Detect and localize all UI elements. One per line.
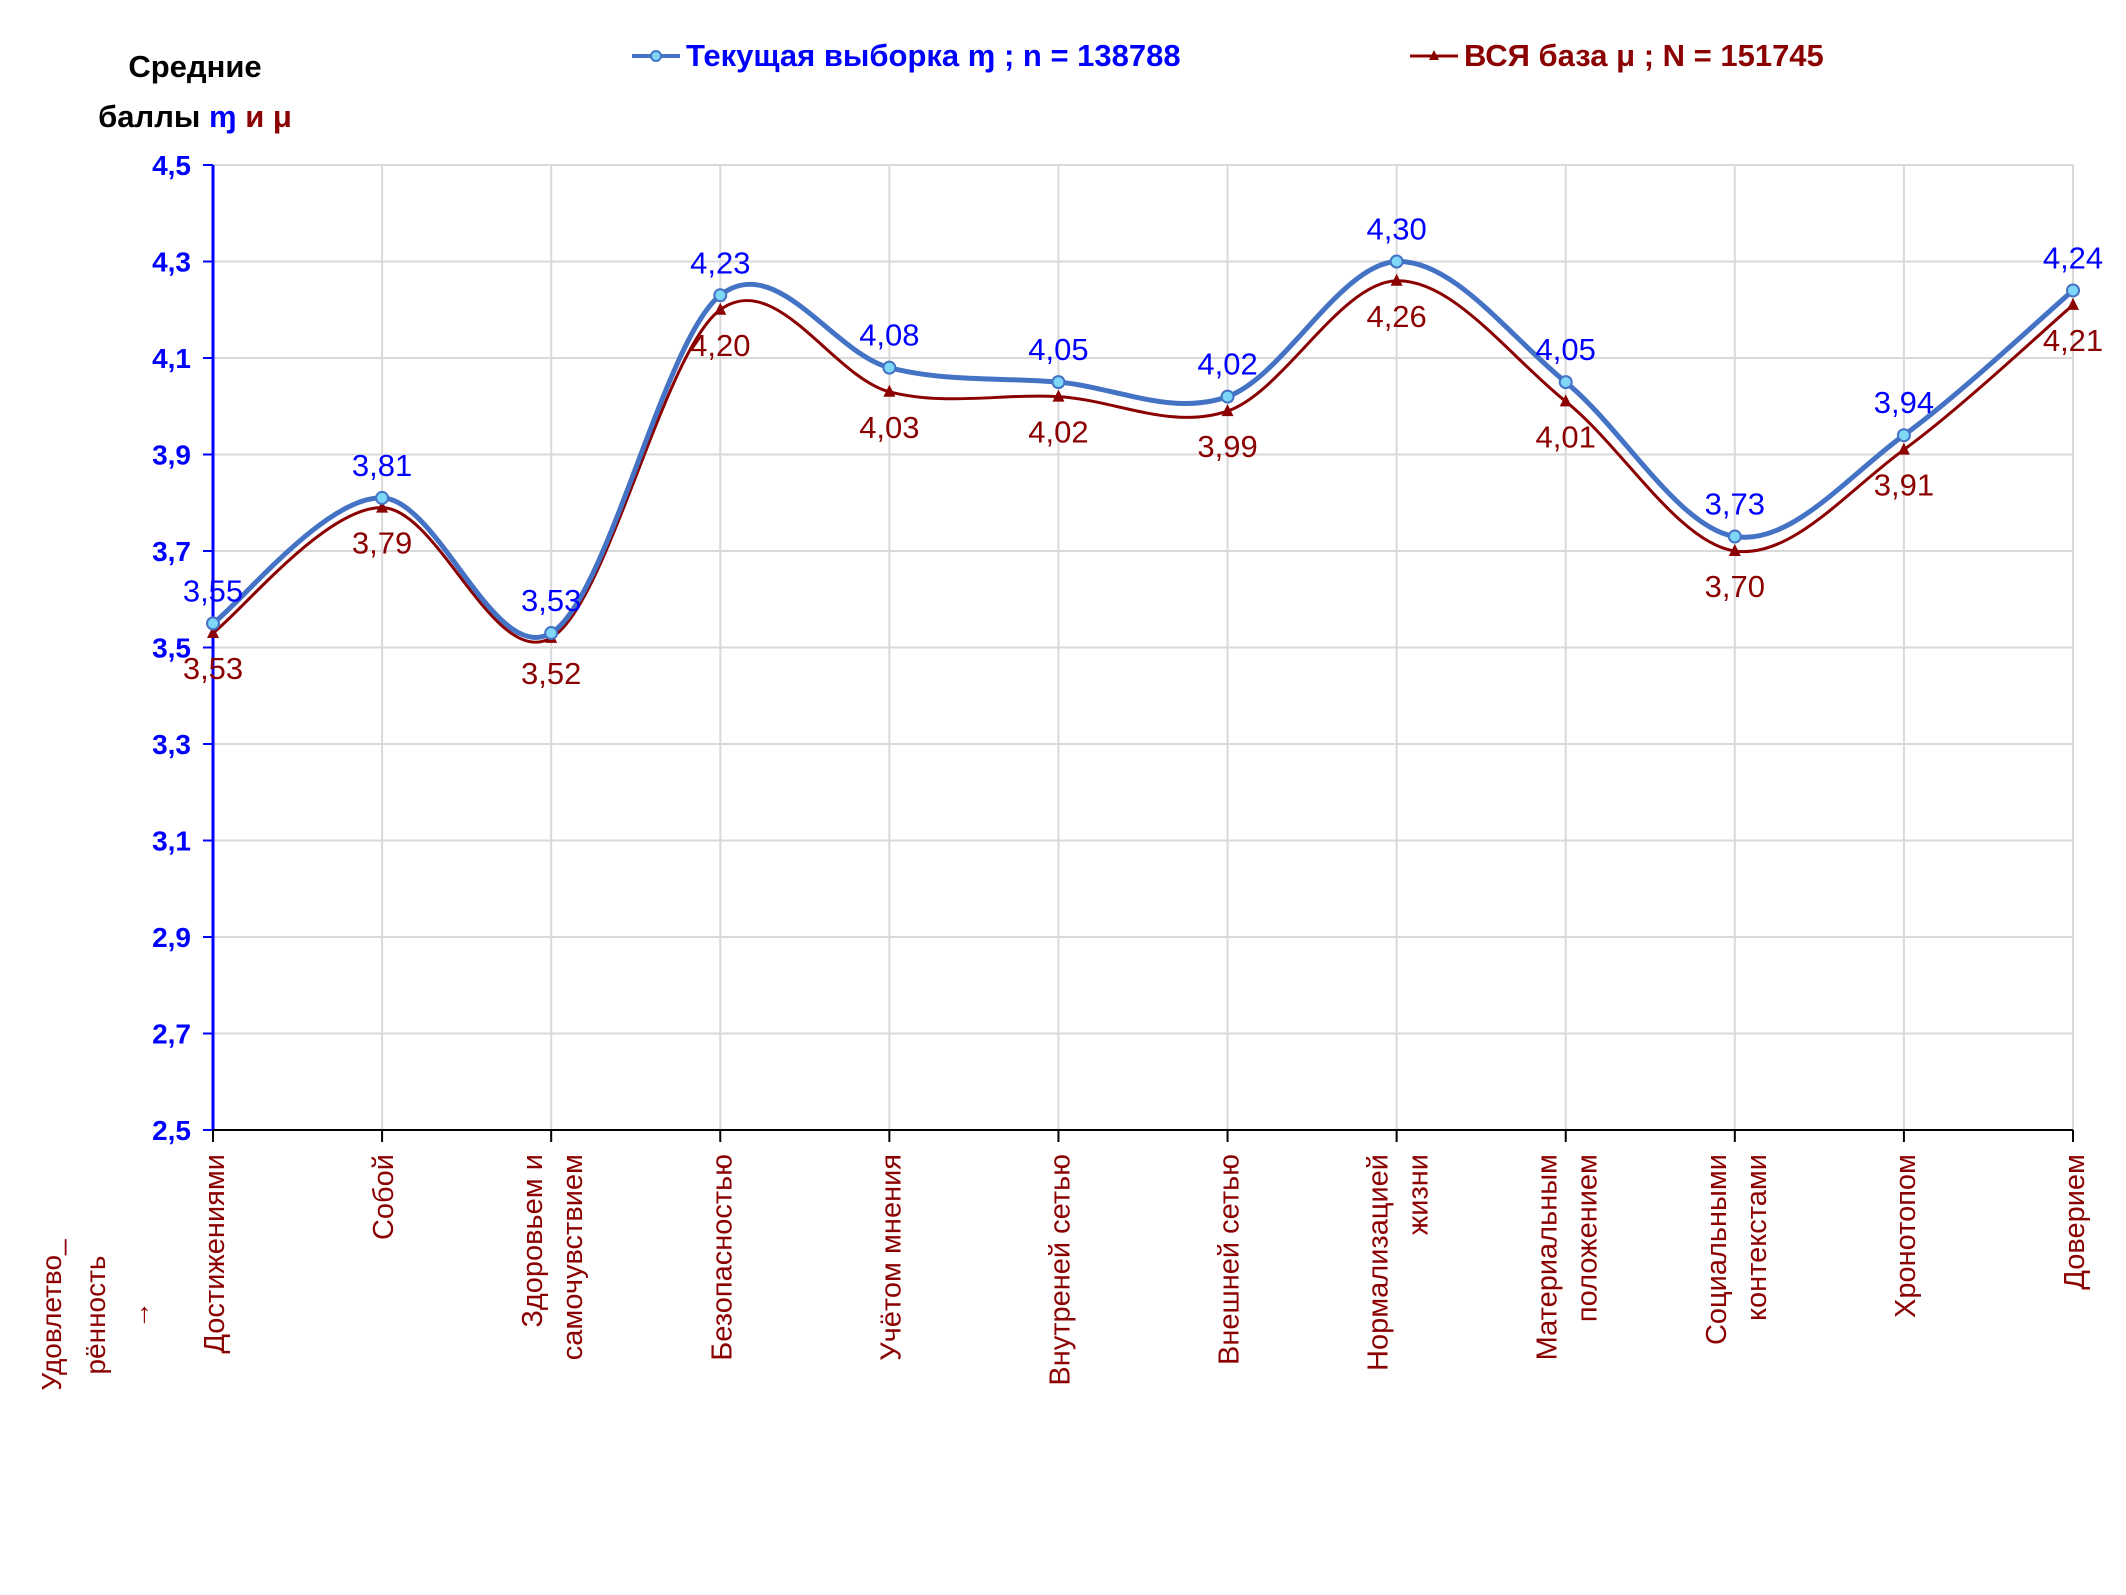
series-current-data-label: 3,81 xyxy=(352,448,412,483)
series-current-data-label: 3,53 xyxy=(521,583,581,618)
legend-entry-base: ВСЯ база μ ; N = 151745 xyxy=(1408,38,1824,74)
series-current-point xyxy=(2066,283,2080,298)
series-current-data-label: 4,24 xyxy=(2043,240,2103,275)
series-base-data-label: 4,21 xyxy=(2043,323,2103,358)
series-current-point xyxy=(1896,428,1911,443)
y-axis-title: Средние баллы ɱ и μ xyxy=(70,42,320,142)
series-base-point xyxy=(1390,273,1403,286)
series-base-data-label: 3,52 xyxy=(521,656,581,691)
series-base-data-label: 3,79 xyxy=(352,526,412,561)
base-symbol: μ xyxy=(272,99,292,134)
y-tick-label: 4,3 xyxy=(152,247,191,278)
series-current-point xyxy=(1220,389,1235,404)
series-base-data-label: 3,91 xyxy=(1874,468,1934,503)
series-current-data-label: 3,94 xyxy=(1874,385,1934,420)
x-category-label: жизни xyxy=(1403,1154,1435,1235)
series-current-data-label: 4,30 xyxy=(1366,212,1426,247)
series-current-point xyxy=(882,360,897,375)
series-base-point xyxy=(1221,404,1234,417)
series-current-point xyxy=(1389,254,1404,269)
conjunction: и xyxy=(245,99,265,134)
x-category-label: положением xyxy=(1572,1154,1604,1322)
legend-base-swatch xyxy=(1410,50,1458,60)
x-axis-corner-label: Удовлетво_ рённость → xyxy=(30,1185,170,1445)
series-current-data-label: 3,73 xyxy=(1705,487,1765,522)
y-tick-label: 4,5 xyxy=(152,150,191,181)
series-base-data-label: 4,02 xyxy=(1028,415,1088,450)
series-base-point xyxy=(1897,442,1910,455)
x-category-label: Учётом мнения xyxy=(875,1154,907,1361)
legend-current-label: Текущая выборка ɱ ; n = 138788 xyxy=(686,38,1181,73)
y-tick-label: 2,9 xyxy=(152,922,191,953)
series-current-data-label: 4,23 xyxy=(690,245,750,280)
y-tick-label: 3,9 xyxy=(152,440,191,471)
y-tick-label: 3,7 xyxy=(152,536,191,567)
series-base-point xyxy=(2067,297,2079,310)
y-axis-title-line2: баллы ɱ и μ xyxy=(98,99,292,134)
x-category-label: Материальным xyxy=(1532,1154,1564,1360)
x-category-label: Нормализацией xyxy=(1363,1154,1395,1371)
series-base-data-label: 3,99 xyxy=(1197,429,1257,464)
series-current-data-label: 4,02 xyxy=(1197,347,1257,382)
series-base-data-label: 4,26 xyxy=(1366,299,1426,334)
y-tick-label: 2,5 xyxy=(152,1115,191,1146)
corner-label-line2: рённость xyxy=(80,1255,111,1375)
series-base-data-label: 3,53 xyxy=(183,651,243,686)
x-category-label: Безопасностью xyxy=(706,1154,738,1361)
series-current-data-label: 4,05 xyxy=(1028,332,1088,367)
x-category-label: Доверием xyxy=(2059,1154,2091,1290)
series-base-data-label: 4,20 xyxy=(690,328,750,363)
series-current-point xyxy=(713,288,728,303)
current-symbol: ɱ xyxy=(209,99,237,134)
x-category-label: контекстами xyxy=(1741,1154,1773,1321)
series-base-point xyxy=(1559,394,1572,407)
corner-label-line1: Удовлетво_ xyxy=(36,1239,67,1391)
y-tick-label: 2,7 xyxy=(152,1019,191,1050)
series-current-point xyxy=(1051,375,1066,390)
series-current-point xyxy=(544,626,559,641)
series-current-point xyxy=(375,490,390,505)
x-category-label: Хронотопом xyxy=(1890,1154,1922,1318)
legend-current-swatch xyxy=(632,50,680,62)
series-current-line xyxy=(211,258,2075,640)
x-category-label: самочувствием xyxy=(557,1154,589,1360)
series-current-point xyxy=(1727,529,1742,544)
series-current-data-label: 3,55 xyxy=(183,573,243,608)
x-category-label: Достижениями xyxy=(199,1154,231,1354)
x-category-label: Здоровьем и xyxy=(517,1154,549,1328)
series-current-data-label: 4,05 xyxy=(1536,332,1596,367)
series-base-line xyxy=(212,279,2074,644)
series-current-point xyxy=(1558,375,1573,390)
y-axis-title-prefix: баллы xyxy=(98,99,201,134)
series-base-point xyxy=(883,384,896,397)
y-axis-title-line1: Средние xyxy=(128,49,262,84)
series-current-data-label: 4,08 xyxy=(859,318,919,353)
x-category-label: Внутреней сетью xyxy=(1044,1154,1076,1386)
series-base-point xyxy=(1728,544,1741,556)
series-current-point xyxy=(206,616,220,631)
y-tick-label: 4,1 xyxy=(152,343,191,374)
series-base-data-label: 3,70 xyxy=(1705,569,1765,604)
series-base-point xyxy=(1052,389,1065,402)
series-base-point xyxy=(207,626,219,639)
y-tick-label: 3,5 xyxy=(152,633,191,664)
x-category-label: Внешней сетью xyxy=(1214,1154,1246,1365)
y-tick-label: 3,3 xyxy=(152,729,191,760)
series-base-point xyxy=(376,500,389,513)
series-base-data-label: 4,03 xyxy=(859,410,919,445)
series-base-data-label: 4,01 xyxy=(1536,419,1596,454)
y-tick-label: 3,1 xyxy=(152,826,191,857)
x-category-label: Социальными xyxy=(1701,1154,1733,1345)
x-category-label: Собой xyxy=(368,1154,400,1240)
legend-base-label: ВСЯ база μ ; N = 151745 xyxy=(1464,38,1824,73)
legend-entry-current: Текущая выборка ɱ ; n = 138788 xyxy=(630,38,1181,74)
series-base-point xyxy=(714,302,727,315)
corner-label-arrow: → xyxy=(124,1301,155,1329)
